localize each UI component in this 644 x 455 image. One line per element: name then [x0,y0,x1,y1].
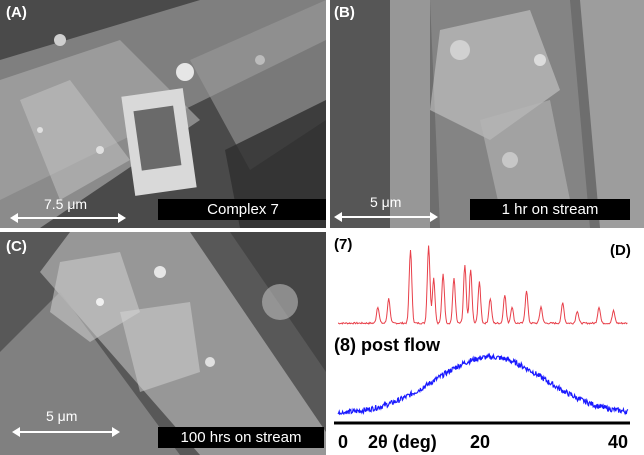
caption-b: 1 hr on stream [470,199,630,220]
sem-panel-a: (A) 7.5 μm Complex 7 [0,0,326,228]
panel-label-b: (B) [334,4,355,21]
sem-image-a [0,0,326,228]
scale-label-a: 7.5 μm [44,196,88,212]
trace-label-8-post-flow: (8) post flow [334,335,440,355]
panel-label-c: (C) [6,238,27,255]
panel-label-a: (A) [6,4,27,21]
sem-panel-c: (C) 5 μm 100 hrs on stream [0,232,326,455]
caption-c: 100 hrs on stream [158,427,324,448]
scale-bar-c [12,427,120,437]
x-tick-label-40: 40 [608,432,629,452]
series-line-7 [337,245,628,325]
pxrd-panel-d: (7) (D) (8) post flow 0 2θ (deg) 20 40 [330,232,644,455]
panel-label-d: (D) [610,242,631,259]
pxrd-chart [334,245,630,425]
scale-label-b: 5 μm [370,194,402,210]
x-axis-label: 2θ (deg) [368,432,437,452]
scale-bar-b [334,212,438,222]
sem-panel-b: (B) 5 μm 1 hr on stream [330,0,644,228]
series-line-8-post-flow [337,352,629,416]
sem-image-c [0,232,326,455]
x-tick-label-0: 0 [338,432,349,452]
sem-image-b [330,0,644,228]
caption-a: Complex 7 [158,199,326,220]
x-tick-label-20: 20 [470,432,491,452]
trace-label-7: (7) [334,236,353,253]
scale-label-c: 5 μm [46,408,78,424]
scale-bar-a [10,213,126,223]
